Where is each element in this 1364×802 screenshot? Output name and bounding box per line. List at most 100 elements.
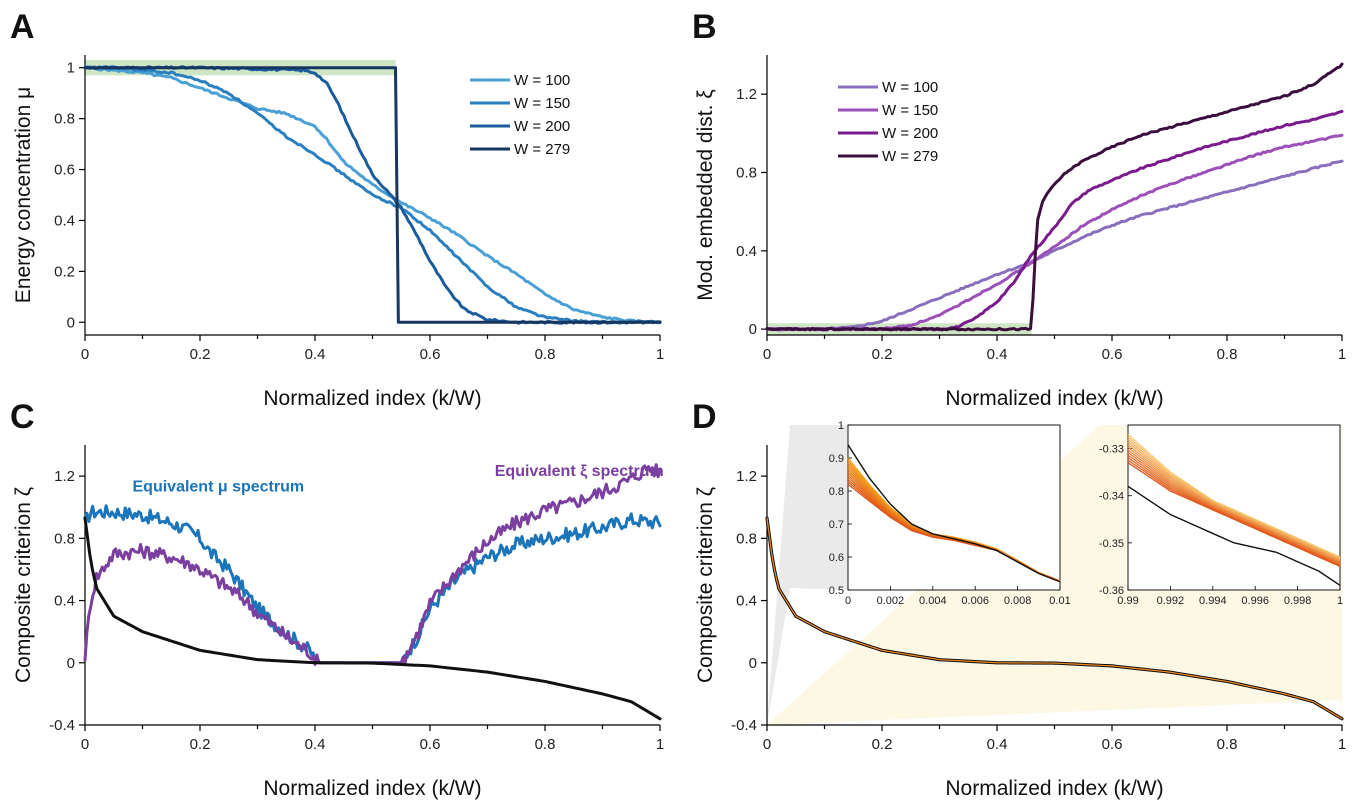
inset-orange-line <box>1127 459 1341 567</box>
y-tick-label: 0.8 <box>54 111 75 128</box>
series-line <box>83 504 662 665</box>
inset-frame <box>1127 424 1341 591</box>
inset-black-line <box>847 444 1061 583</box>
y-tick-label: 0.8 <box>54 530 75 547</box>
x-tick-label: 0.4 <box>305 736 326 753</box>
legend-label: W = 150 <box>882 102 938 119</box>
y-tick-label: 1.2 <box>736 468 757 485</box>
inset-orange-line <box>1127 451 1341 564</box>
x-tick-label: 1 <box>656 346 664 363</box>
inset-orange-line <box>1127 449 1341 563</box>
inset-orange-line <box>1127 441 1341 561</box>
y-tick-label: 0.8 <box>736 164 757 181</box>
x-tick-label: 0.2 <box>190 346 211 363</box>
x-axis-title: Normalized index (k/W) <box>945 777 1163 800</box>
inset-left: 0 0.002 0.004 0.006 0.008 0.01 0.5 0.6 0.7 0.8 0.9… <box>829 420 1071 607</box>
y-tick-label: 1 <box>67 60 75 77</box>
inset-y-tick-label: -0.35 <box>1099 538 1124 550</box>
inset-x-tick-label: 1 <box>1337 595 1343 607</box>
inset-x-tick-label: 0.01 <box>1049 595 1070 607</box>
inset-x-tick-label: 0.996 <box>1241 595 1269 607</box>
inset-x-tick-label: 0.99 <box>1117 595 1138 607</box>
series-line <box>83 66 662 324</box>
legend-label: W = 200 <box>882 125 938 142</box>
x-tick-label: 0 <box>763 346 771 363</box>
y-tick-label: -0.4 <box>731 717 757 734</box>
inset-x-tick-label: 0.998 <box>1284 595 1312 607</box>
y-axis-title: Composite criterion ζ <box>12 487 35 683</box>
series-line <box>83 65 662 325</box>
y-axis-title: Energy concentration μ <box>12 87 35 303</box>
legend-label: W = 100 <box>882 79 938 96</box>
inset-orange-line <box>1127 457 1341 566</box>
x-tick-label: 0.6 <box>420 346 441 363</box>
series-line <box>83 65 662 325</box>
x-tick-label: 0.2 <box>872 346 893 363</box>
y-tick-label: 0 <box>749 655 757 672</box>
y-tick-label: -0.4 <box>49 717 75 734</box>
x-tick-label: 0.8 <box>1217 346 1238 363</box>
y-tick-label: 0.4 <box>736 243 757 260</box>
inset-y-tick-label: -0.34 <box>1099 491 1124 503</box>
x-tick-label: 0 <box>81 346 89 363</box>
series-line <box>765 159 1344 332</box>
legend-label: W = 279 <box>514 141 570 158</box>
series-line <box>765 62 1344 332</box>
y-tick-label: 0.4 <box>54 212 75 229</box>
inset-orange-line <box>1127 436 1341 559</box>
inset-x-tick-label: 0.992 <box>1157 595 1185 607</box>
x-tick-label: 0.6 <box>1102 736 1123 753</box>
inset-y-tick-label: 0.8 <box>829 486 844 498</box>
panel-letter-a: A <box>10 8 35 46</box>
panel-a-chart: 0 0.2 0.4 0.6 0.8 1 0 0.2 0.4 0.6 0.8 1 Normalized i… <box>12 55 664 410</box>
y-tick-label: 0 <box>67 655 75 672</box>
inset-orange-line <box>1127 446 1341 562</box>
y-tick-label: 0 <box>749 321 757 338</box>
inset-y-tick-label: -0.36 <box>1099 585 1124 597</box>
y-tick-label: 0 <box>67 314 75 331</box>
x-tick-label: 0.2 <box>190 736 211 753</box>
y-tick-label: 0.4 <box>54 593 75 610</box>
inset-y-tick-label: 1 <box>838 420 844 432</box>
panel-b-chart: 0 0.2 0.4 0.6 0.8 1 0 0.4 0.8 1.2 Normalized index… <box>694 55 1346 410</box>
y-tick-label: 0.8 <box>736 530 757 547</box>
x-tick-label: 0.4 <box>987 346 1008 363</box>
inset-orange-line <box>1127 444 1341 562</box>
x-tick-label: 1 <box>1338 346 1346 363</box>
x-tick-label: 0.4 <box>987 736 1008 753</box>
panel-letter-c: C <box>10 398 35 436</box>
series-line <box>766 517 1343 720</box>
x-tick-label: 0.8 <box>1217 736 1238 753</box>
x-tick-label: 0.6 <box>420 736 441 753</box>
x-tick-label: 0 <box>763 736 771 753</box>
inset-x-tick-label: 0.008 <box>1004 595 1032 607</box>
legend-label: W = 100 <box>514 72 570 89</box>
inset-y-tick-label: 0.9 <box>829 453 844 465</box>
series-line <box>83 516 662 721</box>
inset-y-tick-label: 0.7 <box>829 519 844 531</box>
annotation-label: Equivalent μ spectrum <box>133 479 305 496</box>
legend-label: W = 200 <box>514 118 570 135</box>
x-tick-label: 1 <box>1338 736 1346 753</box>
x-axis-title: Normalized index (k/W) <box>945 387 1163 410</box>
inset-black-line <box>1127 485 1341 586</box>
series-line <box>765 133 1344 332</box>
panel-letter-b: B <box>692 8 717 46</box>
x-axis-title: Normalized index (k/W) <box>263 387 481 410</box>
inset-x-tick-label: 0 <box>845 595 851 607</box>
legend-label: W = 279 <box>882 148 938 165</box>
x-tick-label: 0 <box>81 736 89 753</box>
x-tick-label: 0.2 <box>872 736 893 753</box>
inset-orange-line <box>1127 462 1341 568</box>
x-tick-label: 0.6 <box>1102 346 1123 363</box>
x-tick-label: 0.4 <box>305 346 326 363</box>
y-tick-label: 0.2 <box>54 263 75 280</box>
y-tick-label: 1.2 <box>54 468 75 485</box>
inset-orange-line <box>1127 439 1341 560</box>
inset-x-tick-label: 0.994 <box>1199 595 1227 607</box>
zoom-wedge-left <box>767 425 848 725</box>
x-tick-label: 0.8 <box>535 736 556 753</box>
x-axis-title: Normalized index (k/W) <box>263 777 481 800</box>
panel-letter-d: D <box>692 398 717 436</box>
